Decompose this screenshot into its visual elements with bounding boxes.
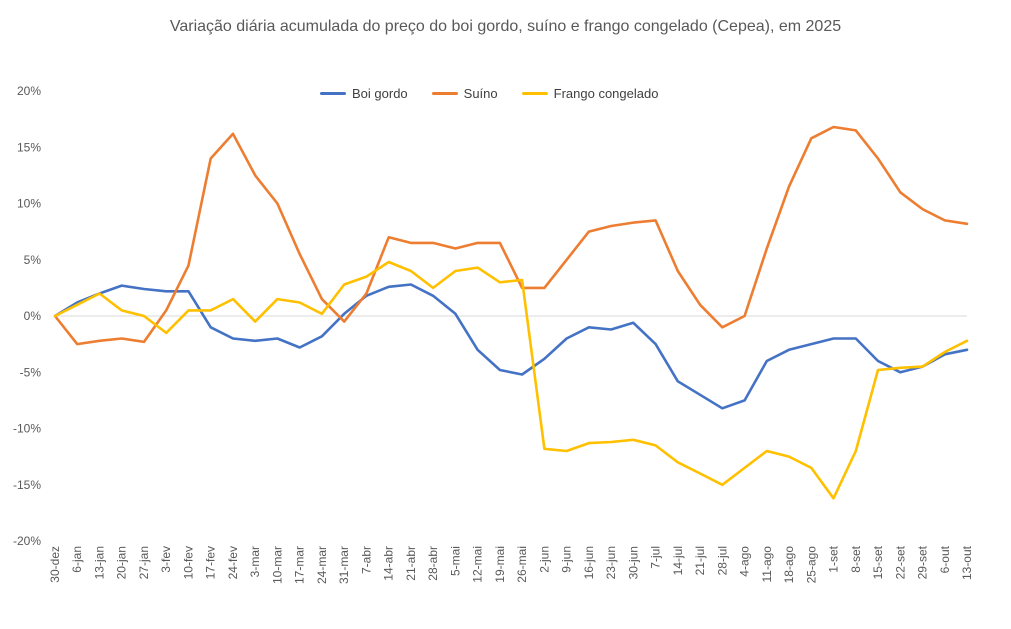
- x-tick-label: 14-abr: [382, 546, 396, 581]
- x-tick-label: 13-out: [960, 545, 974, 580]
- y-tick-label: 0%: [24, 309, 42, 323]
- x-tick-label: 12-mai: [471, 546, 485, 583]
- x-tick-label: 10-fev: [181, 546, 195, 579]
- y-tick-label: -20%: [13, 534, 41, 548]
- x-tick-label: 2-jun: [537, 546, 551, 573]
- x-tick-label: 16-jun: [582, 546, 596, 579]
- series-line-1: [53, 125, 969, 346]
- legend-swatch-frango: [521, 92, 548, 95]
- x-tick-label: 3-fev: [159, 546, 173, 573]
- chart-title: Variação diária acumulada do preço do bo…: [169, 18, 842, 35]
- y-axis: 20% 15% 10% 5% 0% -5% -10% -15% -20%: [13, 84, 967, 548]
- x-tick-label: 30-jun: [626, 546, 640, 579]
- x-tick-label: 20-jan: [115, 546, 129, 579]
- y-tick-label: 15%: [17, 140, 41, 154]
- x-tick-label: 27-jan: [137, 546, 151, 579]
- legend-item-frango: Frango congelado: [521, 86, 659, 101]
- x-tick-label: 21-jul: [693, 546, 707, 575]
- x-tick-label: 19-mai: [493, 546, 507, 583]
- legend-item-suino: Suíno: [431, 86, 498, 101]
- x-tick-label: 28-jul: [715, 546, 729, 575]
- x-tick-label: 26-mai: [515, 546, 529, 583]
- x-tick-label: 14-jul: [671, 546, 685, 575]
- legend-label-suino: Suíno: [463, 86, 498, 101]
- x-tick-label: 5-mai: [448, 546, 462, 576]
- x-tick-label: 31-mar: [337, 546, 351, 584]
- x-tick-label: 17-mar: [293, 546, 307, 584]
- x-tick-label: 29-set: [916, 545, 930, 579]
- legend-item-boi-gordo: Boi gordo: [320, 86, 408, 101]
- x-tick-label: 6-out: [938, 545, 952, 573]
- series-layer: [53, 125, 969, 500]
- x-tick-label: 24-mar: [315, 546, 329, 584]
- x-tick-label: 9-jun: [560, 546, 574, 573]
- x-tick-label: 13-jan: [92, 546, 106, 579]
- series-line-2: [53, 260, 969, 500]
- y-tick-label: -5%: [20, 365, 42, 379]
- x-tick-label: 1-set: [827, 545, 841, 572]
- x-tick-label: 23-jun: [604, 546, 618, 579]
- x-tick-label: 30-dez: [48, 546, 62, 583]
- x-tick-label: 8-set: [849, 545, 863, 572]
- x-tick-label: 11-ago: [760, 546, 774, 583]
- y-tick-label: -15%: [13, 478, 41, 492]
- x-tick-label: 28-abr: [426, 546, 440, 581]
- x-tick-label: 21-abr: [404, 546, 418, 581]
- x-tick-label: 3-mar: [248, 546, 262, 577]
- chart-legend: Boi gordo Suíno Frango congelado: [320, 86, 658, 101]
- x-tick-label: 10-mar: [270, 546, 284, 584]
- x-tick-label: 25-ago: [804, 546, 818, 584]
- legend-label-frango: Frango congelado: [553, 86, 659, 101]
- legend-label-boi-gordo: Boi gordo: [352, 86, 408, 101]
- x-tick-label: 4-ago: [738, 546, 752, 577]
- legend-swatch-boi-gordo: [320, 92, 346, 95]
- x-tick-label: 24-fev: [226, 546, 240, 579]
- x-tick-label: 22-set: [893, 545, 907, 579]
- x-tick-label: 7-jul: [649, 546, 663, 569]
- x-tick-label: 18-ago: [782, 546, 796, 584]
- series-line-0: [53, 283, 969, 410]
- x-axis: 30-dez 6-jan 13-jan 20-jan 27-jan 3-fev 10-fev…: [48, 545, 974, 584]
- y-tick-label: 10%: [17, 197, 41, 211]
- legend-swatch-suino: [431, 92, 458, 95]
- y-tick-label: -10%: [13, 422, 41, 436]
- x-tick-label: 7-abr: [359, 546, 373, 574]
- x-tick-label: 6-jan: [70, 546, 84, 573]
- y-tick-label: 5%: [24, 253, 42, 267]
- x-tick-label: 17-fev: [204, 546, 218, 579]
- y-tick-label: 20%: [17, 84, 41, 98]
- x-tick-label: 15-set: [871, 545, 885, 579]
